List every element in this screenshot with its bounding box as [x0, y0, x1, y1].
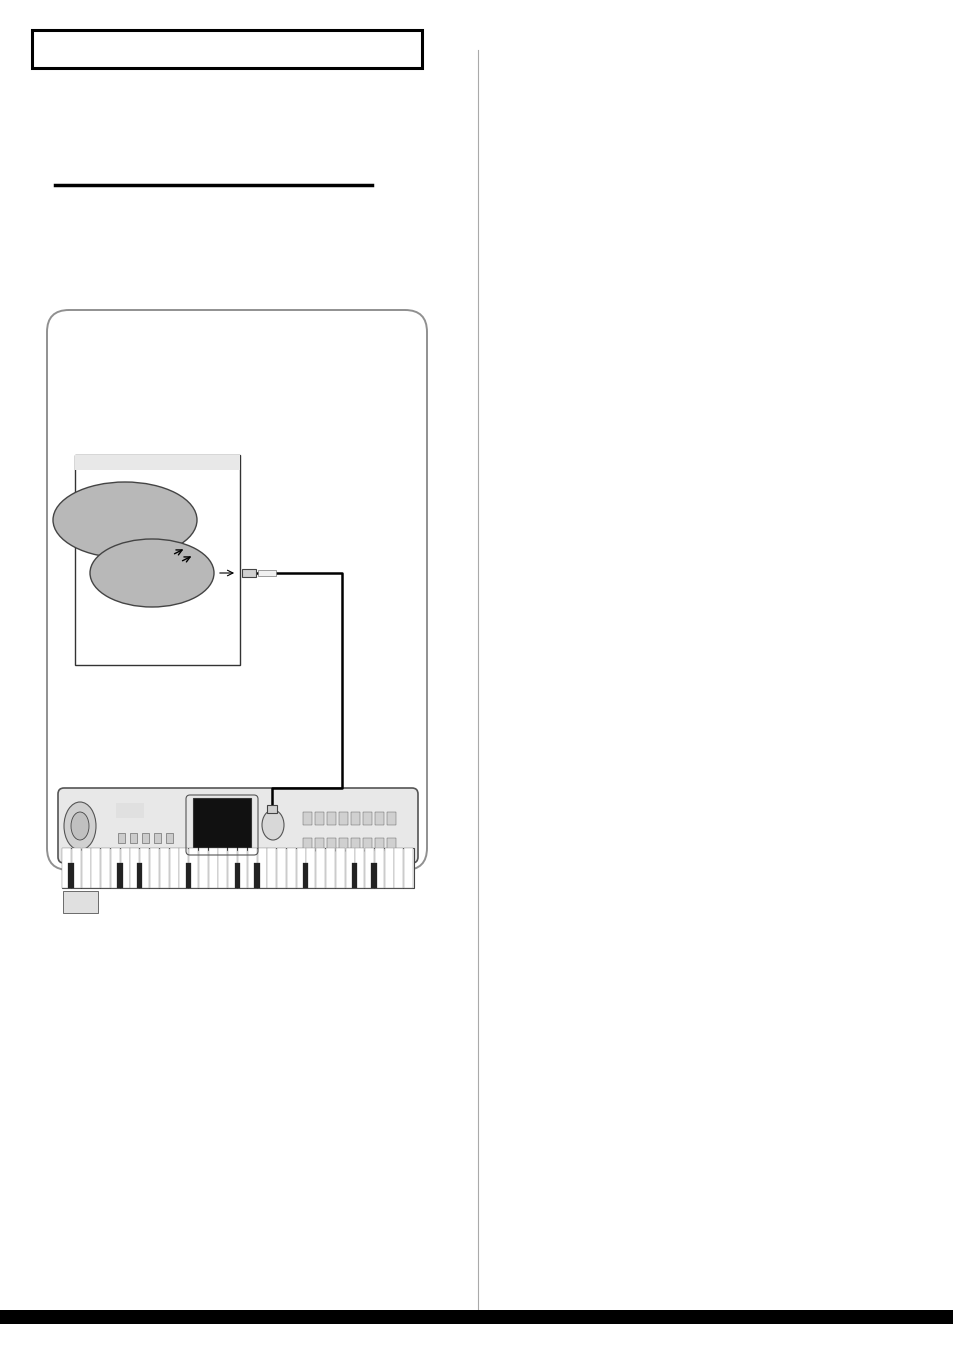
Bar [355, 848, 364, 888]
Bar [153, 834, 161, 843]
Bar [193, 798, 251, 850]
Bar [136, 863, 142, 888]
Bar [69, 863, 73, 888]
Bar [63, 892, 98, 913]
Bar [32, 30, 421, 68]
Bar [248, 848, 256, 888]
Bar [118, 834, 125, 843]
Bar [351, 838, 359, 851]
Bar [387, 838, 395, 851]
Bar [371, 863, 376, 888]
Bar [303, 838, 312, 851]
Bar [296, 848, 305, 888]
Bar [111, 848, 120, 888]
Bar [189, 848, 198, 888]
Bar [150, 848, 159, 888]
Bar [253, 863, 259, 888]
Bar [0, 1310, 953, 1324]
Bar [142, 834, 149, 843]
Ellipse shape [64, 802, 96, 850]
Bar [365, 848, 374, 888]
Bar [303, 863, 308, 888]
Bar [326, 848, 335, 888]
Bar [198, 848, 208, 888]
FancyBboxPatch shape [58, 788, 417, 863]
Bar [327, 812, 335, 825]
Bar [375, 838, 384, 851]
Ellipse shape [71, 812, 89, 840]
Bar [352, 863, 357, 888]
Bar [394, 848, 403, 888]
Bar [375, 812, 384, 825]
Bar [267, 848, 276, 888]
Bar [237, 848, 247, 888]
Bar [267, 805, 276, 813]
Bar [91, 848, 100, 888]
Bar [384, 848, 394, 888]
Bar [351, 812, 359, 825]
Bar [234, 863, 240, 888]
Bar [363, 838, 372, 851]
Bar [81, 848, 91, 888]
FancyBboxPatch shape [47, 309, 427, 870]
Bar [62, 848, 71, 888]
Bar [345, 848, 355, 888]
Bar [257, 848, 266, 888]
Bar [209, 848, 217, 888]
Bar [335, 848, 344, 888]
Bar [287, 848, 295, 888]
Bar [242, 569, 255, 577]
Ellipse shape [262, 811, 284, 840]
Bar [276, 848, 286, 888]
Bar [75, 455, 240, 470]
Bar [314, 838, 324, 851]
Bar [404, 848, 413, 888]
Bar [306, 848, 315, 888]
Bar [131, 848, 139, 888]
Bar [315, 848, 325, 888]
Bar [314, 812, 324, 825]
Bar [170, 848, 178, 888]
Bar [71, 848, 81, 888]
Bar [338, 838, 348, 851]
Bar [257, 570, 275, 576]
Bar [186, 863, 191, 888]
Bar [179, 848, 188, 888]
Bar [338, 812, 348, 825]
Bar [116, 802, 144, 817]
Ellipse shape [53, 482, 196, 558]
Bar [101, 848, 110, 888]
Bar [62, 848, 414, 888]
Ellipse shape [90, 539, 213, 607]
Bar [387, 812, 395, 825]
Bar [166, 834, 172, 843]
Bar [117, 863, 123, 888]
Bar [303, 812, 312, 825]
Bar [75, 455, 240, 665]
Bar [228, 848, 237, 888]
Bar [363, 812, 372, 825]
Bar [130, 834, 137, 843]
Bar [327, 838, 335, 851]
Bar [140, 848, 149, 888]
Bar [159, 848, 169, 888]
Bar [120, 848, 130, 888]
Bar [375, 848, 383, 888]
Bar [218, 848, 227, 888]
